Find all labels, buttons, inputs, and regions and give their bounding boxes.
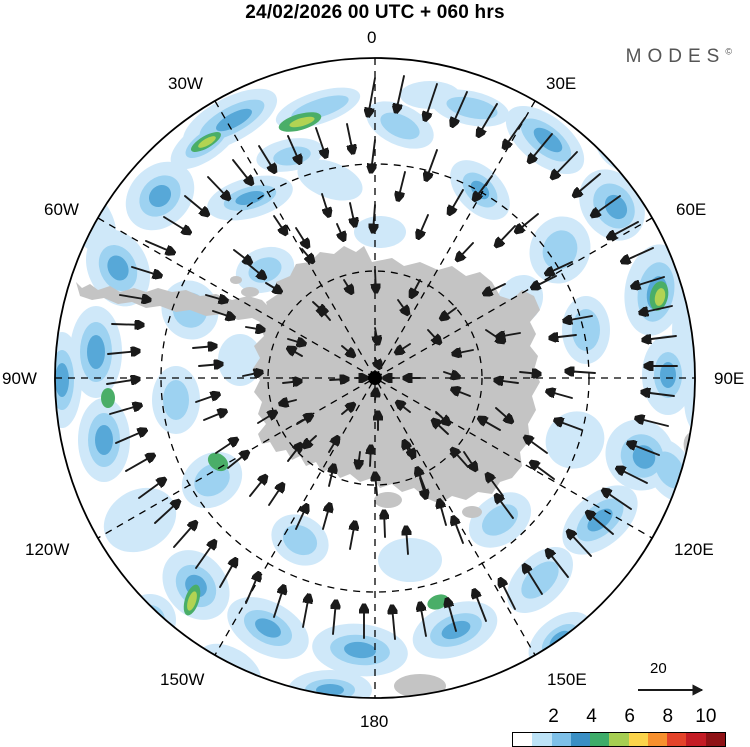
lon-label-120e: 120E [674,540,714,559]
lon-label-0: 0 [367,28,377,47]
wind-scale-value: 20 [650,660,667,677]
colorbar-tick-4: 4 [586,706,597,727]
shading-level-5 [187,116,666,611]
colorbar-segment-2 [551,733,571,746]
colorbar-tick-6: 6 [624,706,635,727]
colorbar-tick-2: 2 [548,706,559,727]
colorbar-segment-9 [686,733,706,746]
map-boundary-circle [54,57,696,699]
wind-scale-arrow-icon [638,684,704,696]
colorbar-segment-8 [667,733,687,746]
colorbar-tick-10: 10 [695,706,717,727]
colorbar [512,732,726,747]
lon-label-60w: 60W [44,200,79,219]
colorbar-tick-8: 8 [662,706,674,727]
colorbar-segment-5 [609,733,629,746]
colorbar-segment-7 [647,733,668,746]
lon-label-90e: 90E [714,369,745,388]
lon-label-90w: 90W [2,369,37,388]
wind-vector-field [106,75,678,640]
wind-vector-scale-key: 20 [636,660,736,704]
lon-label-180: 180 [360,712,389,731]
colorbar-segment-0 [513,733,533,746]
colorbar-segment-1 [532,733,552,746]
page-title: 24/02/2026 00 UTC + 060 hrs [245,2,505,23]
lon-label-120w: 120W [25,540,70,559]
south-pole-marker [368,371,382,385]
copyright-icon: © [725,46,732,57]
colorbar-ticks: 2 4 6 8 10 [512,706,726,730]
lon-label-30e: 30E [546,74,577,93]
colorbar-segment-6 [628,733,648,746]
lon-label-30w: 30W [168,74,203,93]
lon-label-60e: 60E [676,200,707,219]
lon-label-150e: 150E [547,670,587,689]
logo-text: MODES [625,46,726,67]
colorbar-segment-10 [705,733,725,746]
colorbar-segment-4 [590,733,610,746]
modes-logo: MODES© [626,46,732,68]
colorbar-segment-3 [570,733,591,746]
lon-label-150w: 150W [160,670,205,689]
